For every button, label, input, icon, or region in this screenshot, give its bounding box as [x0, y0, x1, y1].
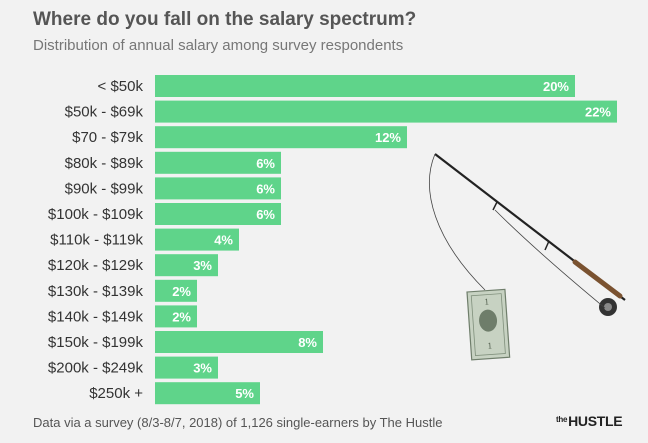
bar-4: [155, 177, 281, 200]
bar-10: [155, 331, 323, 353]
category-label: $140k - $149k: [48, 308, 144, 325]
category-label: $70 - $79k: [72, 129, 143, 146]
bar-0: [155, 75, 575, 97]
bar-7: [155, 254, 218, 277]
value-label: 6%: [256, 207, 275, 222]
salary-bar-chart: < $50k 20%$50k - $69k 22%$70 - $79k 12%$80k…: [48, 75, 617, 405]
fishing-line: [429, 153, 486, 291]
category-label: $150k - $199k: [48, 334, 144, 351]
brand-prefix: the: [556, 415, 568, 424]
brand-logo: theHUSTLE: [556, 413, 623, 429]
value-label: 3%: [193, 258, 212, 273]
category-label: $90k - $99k: [65, 180, 144, 197]
bar-2: [155, 126, 407, 149]
category-label: < $50k: [98, 78, 144, 95]
value-label: 2%: [172, 309, 191, 324]
bar-11: [155, 356, 218, 379]
category-label: $50k - $69k: [65, 104, 144, 121]
bar-1: [155, 100, 617, 123]
dollar-bill-icon: 1 1: [466, 288, 511, 361]
chart-title: Where do you fall on the salary spectrum…: [33, 9, 417, 30]
category-label: $110k - $119k: [50, 232, 143, 249]
rod-handle: [572, 259, 623, 299]
fishing-rod-illustration: 1 1: [429, 153, 626, 361]
value-label: 6%: [256, 156, 275, 171]
value-label: 8%: [298, 335, 317, 350]
bar-3: [155, 151, 281, 174]
value-label: 20%: [543, 79, 569, 94]
bar-5: [155, 203, 281, 225]
value-label: 3%: [193, 361, 212, 376]
category-label: $130k - $139k: [48, 283, 144, 300]
svg-text:1: 1: [484, 297, 489, 307]
brand-name: HUSTLE: [568, 413, 623, 429]
category-label: $120k - $129k: [48, 257, 144, 274]
value-label: 4%: [214, 233, 233, 248]
value-label: 22%: [585, 105, 611, 120]
chart-subtitle: Distribution of annual salary among surv…: [33, 37, 404, 54]
category-label: $100k - $109k: [48, 206, 144, 223]
bar-9: [155, 305, 197, 328]
category-label: $80k - $89k: [65, 155, 144, 172]
source-note: Data via a survey (8/3-8/7, 2018) of 1,1…: [33, 415, 443, 430]
value-label: 6%: [256, 181, 275, 196]
value-label: 5%: [235, 386, 254, 401]
category-label: $200k - $249k: [48, 360, 144, 377]
bar-8: [155, 279, 197, 302]
value-label: 12%: [375, 130, 401, 145]
category-label: $250k +: [89, 385, 143, 402]
value-label: 2%: [172, 284, 191, 299]
svg-text:1: 1: [487, 340, 492, 350]
bar-12: [155, 382, 260, 405]
bar-6: [155, 228, 239, 251]
